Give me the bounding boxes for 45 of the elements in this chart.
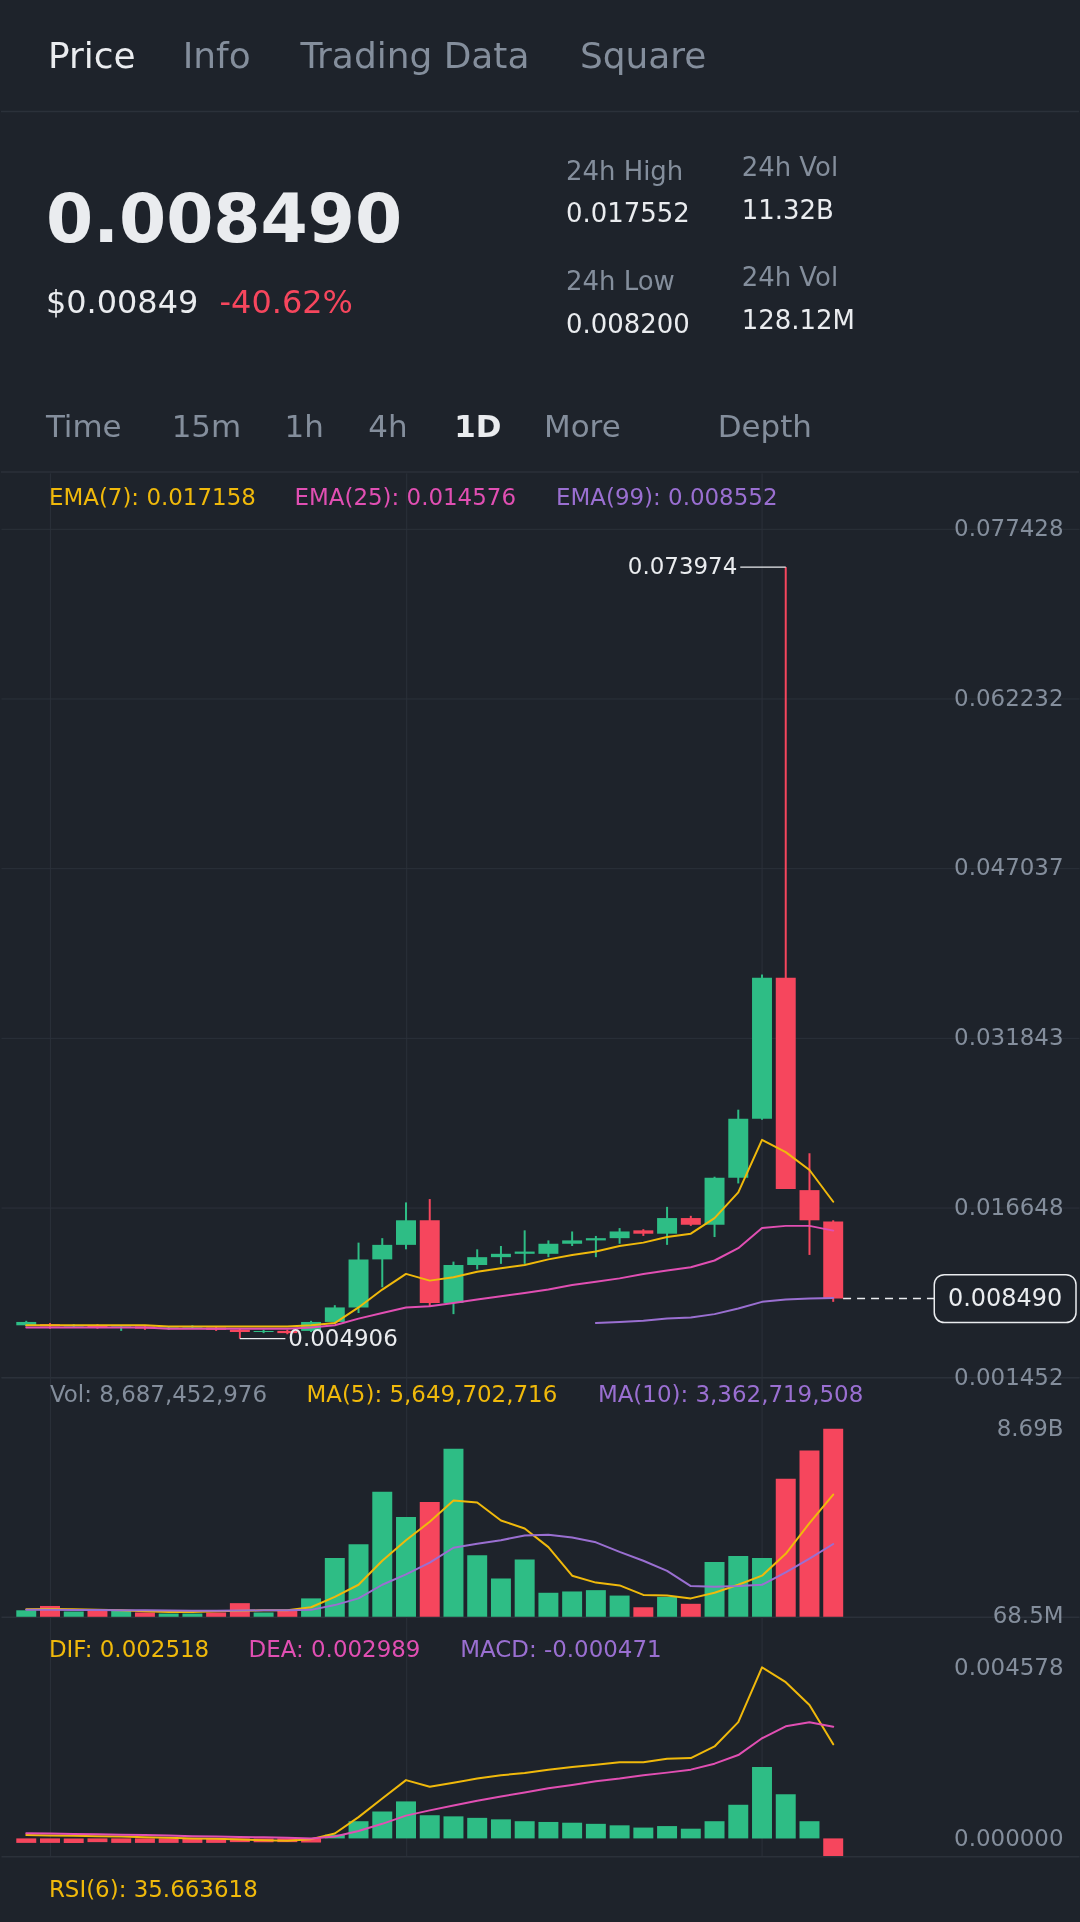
ref-line-label: 0.008490 xyxy=(948,1283,1063,1312)
annotation: MACD: -0.000471 xyxy=(460,1635,662,1662)
text: 24h Vol xyxy=(741,262,839,293)
text: 0.008200 xyxy=(565,309,690,340)
text: 0.008490 xyxy=(45,179,403,259)
text: 24h Low xyxy=(565,266,675,297)
text: $0.00849 xyxy=(45,283,199,322)
text: Square xyxy=(579,34,707,76)
y-tick-label: 8.69B xyxy=(996,1415,1064,1442)
text: 24h Vol xyxy=(741,152,839,183)
text: DEA: 0.002989 xyxy=(248,1635,421,1662)
text: Depth xyxy=(717,407,812,444)
text: EMA(99): 0.008552 xyxy=(555,483,778,510)
y-tick-label: 0.077428 xyxy=(954,514,1064,541)
text: 4h xyxy=(368,407,408,444)
y-tick-label: 68.5M xyxy=(992,1601,1064,1628)
text: More xyxy=(543,407,621,444)
text: Price xyxy=(47,34,136,76)
text: MA(5): 5,649,702,716 xyxy=(306,1381,558,1408)
text: 0.017552 xyxy=(565,198,690,229)
annotation: 0.073974 xyxy=(627,553,738,580)
y-tick-label: 0.031843 xyxy=(954,1024,1064,1051)
text: 1D xyxy=(454,407,502,444)
text: MA(10): 3,362,719,508 xyxy=(597,1381,864,1408)
text: 1h xyxy=(284,407,324,444)
text: DIF: 0.002518 xyxy=(48,1635,210,1662)
text: RSI(6): 35.663618 xyxy=(48,1876,258,1903)
y-tick-label: 0.047037 xyxy=(954,854,1064,881)
text: EMA(25): 0.014576 xyxy=(294,483,516,510)
annotation: 0.004906 xyxy=(288,1324,398,1351)
text: 15m xyxy=(171,407,242,444)
text: Info xyxy=(182,34,251,76)
text: 24h High xyxy=(565,156,684,187)
text: EMA(7): 0.017158 xyxy=(48,483,256,510)
y-tick-label: 0.062232 xyxy=(954,684,1064,711)
y-tick-label: 0.016648 xyxy=(954,1193,1064,1220)
annotation: Vol: 8,687,452,976 xyxy=(49,1381,268,1408)
text: Time xyxy=(44,407,122,444)
y-tick-label: 0.004578 xyxy=(954,1653,1064,1680)
text: -40.62% xyxy=(219,283,353,322)
text: 11.32B xyxy=(741,195,834,226)
y-tick-label: 0.001452 xyxy=(954,1363,1064,1390)
y-tick-label: 0.000000 xyxy=(954,1824,1064,1851)
text: Trading Data xyxy=(299,34,530,76)
text: 128.12M xyxy=(741,305,855,336)
